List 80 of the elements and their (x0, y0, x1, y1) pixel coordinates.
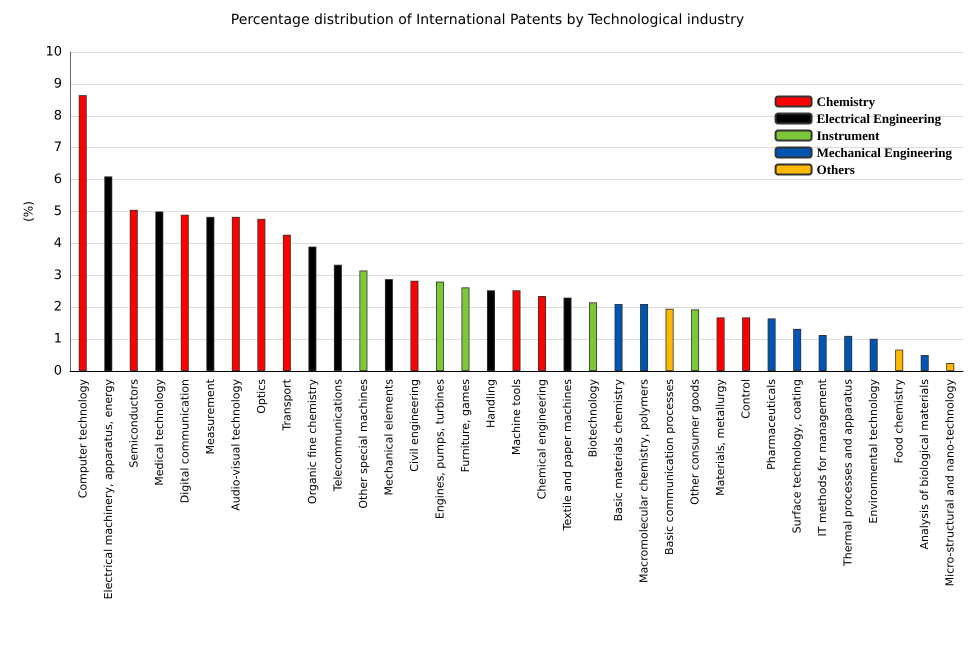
legend-label: Others (816, 162, 855, 177)
x-tick-label: Other special machines (356, 378, 370, 509)
x-tick-label: Handling (484, 379, 498, 428)
bar (180, 214, 189, 371)
bar (818, 334, 827, 371)
bar (614, 304, 623, 371)
x-tick-label: Basic materials chemistry (612, 378, 626, 522)
x-tick-label: Biotechnology (586, 378, 600, 458)
y-tick-label: 4 (54, 236, 62, 251)
x-tick-label: Pharmaceuticals (765, 378, 778, 470)
y-tick-label: 0 (54, 364, 62, 378)
y-tick-label: 6 (54, 172, 62, 188)
bar (538, 296, 546, 371)
legend-label: Instrument (816, 128, 880, 143)
x-tick-label: Optics (254, 378, 268, 414)
bar (640, 304, 648, 371)
bar (716, 317, 725, 371)
bar (946, 363, 954, 371)
bar (691, 309, 700, 371)
bar (282, 234, 291, 371)
x-tick-label: Measurement (204, 378, 217, 455)
x-tick-label: Computer technology (76, 378, 90, 498)
x-tick-label: Other consumer goods (688, 378, 702, 505)
y-tick-label: 2 (54, 300, 62, 315)
x-tick-label: Engines, pumps, turbines (433, 378, 446, 520)
y-tick-label: 5 (54, 204, 62, 219)
bar (920, 355, 929, 371)
x-tick-label: Environmental technology (867, 378, 880, 524)
x-tick-label: Control (740, 379, 753, 419)
bar (793, 328, 802, 371)
x-tick-label: Chemical engineering (536, 379, 549, 500)
x-tick-label: Micro-structural and nano-technology (944, 378, 957, 586)
y-tick-label: 9 (54, 76, 62, 92)
bar (461, 287, 470, 371)
x-tick-label: Basic communication processes (663, 378, 676, 555)
x-tick-label: Machine tools (510, 378, 523, 456)
bar (512, 290, 520, 371)
x-tick-label: Materials, metallurgy (714, 378, 728, 496)
y-tick-label: 3 (54, 268, 62, 283)
bar (895, 350, 904, 371)
legend-label: Mechanical Engineering (816, 145, 952, 160)
chart-title: Percentage distribution of International Patents by Technological industry (230, 12, 744, 28)
x-tick-label: Audio-visual technology (229, 378, 242, 511)
x-tick-label: Analysis of biological materials (918, 378, 932, 550)
x-tick-label: Macromolecular chemistry, polymers (638, 378, 651, 584)
bar (436, 282, 444, 371)
legend-label: Chemistry (816, 94, 876, 109)
x-tick-label: Textile and paper machines (561, 378, 574, 532)
x-tick-label: Food chemistry (892, 378, 906, 464)
bar (666, 308, 674, 371)
y-axis-title: (%) (22, 201, 36, 222)
x-tick-label: Thermal processes and apparatus (842, 378, 855, 567)
bar (768, 318, 776, 371)
x-tick-label: Electrical machinery, apparatus, energy (102, 378, 115, 600)
x-tick-label: Organic fine chemistry (306, 378, 319, 504)
y-tick-label: 1 (54, 332, 62, 347)
y-tick-label: 10 (45, 44, 62, 60)
bar (359, 270, 368, 371)
x-tick-label: Telecommunications (331, 378, 344, 492)
bar (232, 216, 240, 371)
x-tick-label: Digital communication (178, 378, 192, 504)
x-tick-label: Civil engineering (408, 379, 421, 472)
x-tick-label: Medical technology (152, 378, 166, 486)
bar (589, 302, 598, 371)
x-tick-label: Surface technology, coating (790, 379, 804, 534)
bar (844, 336, 852, 371)
y-tick-label: 7 (54, 140, 62, 156)
x-tick-label: IT methods for management (816, 378, 830, 536)
bar (130, 210, 138, 371)
legend-label: Electrical Engineering (816, 111, 942, 126)
x-tick-label: Transport (280, 378, 294, 432)
bar (870, 338, 878, 371)
x-tick-label: Furniture, games (458, 378, 472, 472)
bar (78, 95, 87, 371)
x-tick-label: Mechanical elements (382, 378, 396, 496)
bar (410, 280, 418, 371)
bar (257, 218, 266, 371)
bar (742, 317, 750, 371)
x-tick-label: Semiconductors (127, 378, 140, 468)
y-tick-label: 8 (54, 108, 62, 124)
